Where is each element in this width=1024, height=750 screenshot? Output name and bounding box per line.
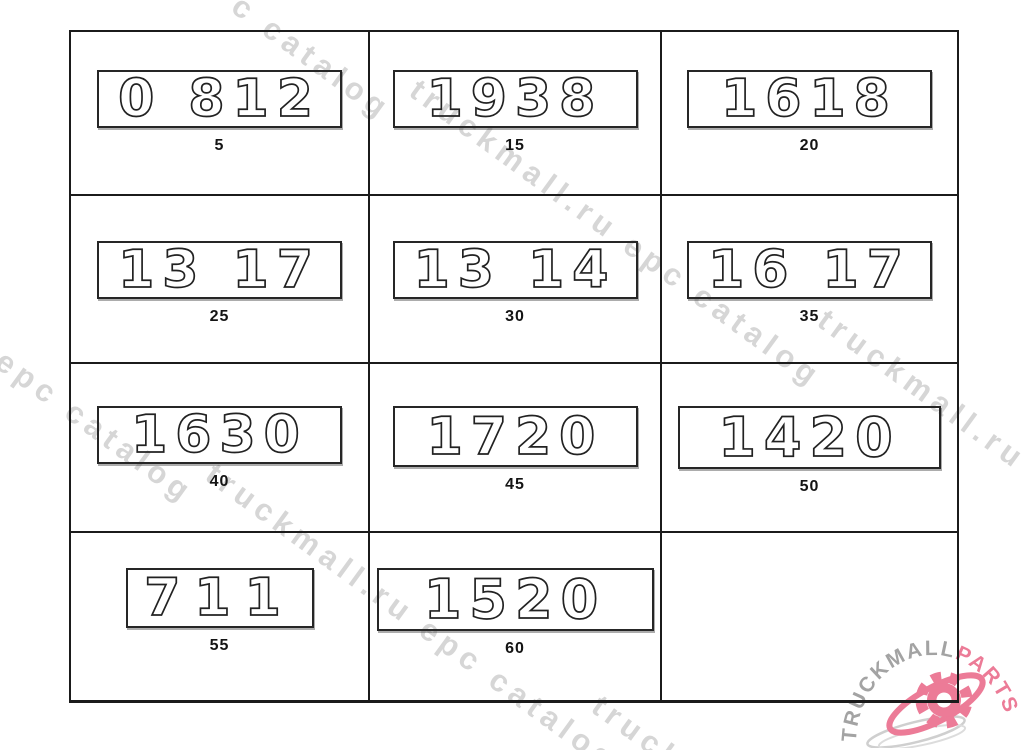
- ref-number-label: 15: [505, 137, 525, 154]
- badge-code: 13 14: [413, 240, 617, 300]
- model-badge: 1520: [376, 567, 654, 631]
- model-badge: 13 14: [392, 240, 638, 300]
- grid-cell: 13 17 25: [71, 196, 370, 364]
- badge-code: 13 17: [117, 240, 321, 300]
- ref-number-label: 35: [799, 308, 820, 325]
- grid-cell: 1618 20: [662, 32, 957, 196]
- ref-number-label: 30: [505, 308, 525, 325]
- grid-cell-empty: [662, 533, 957, 700]
- model-badge: 13 17: [97, 241, 342, 299]
- badge-code: 1420: [717, 405, 901, 469]
- grid-cell: 0 812 5: [71, 32, 370, 196]
- model-badge: 711: [125, 568, 314, 628]
- ref-number-label: 55: [209, 637, 230, 654]
- grid-cell: 1420 50: [662, 364, 957, 533]
- model-badge: 0 812: [97, 70, 342, 128]
- swoosh-gray: [866, 715, 966, 748]
- badge-code: 0 812: [117, 69, 321, 129]
- ref-number-label: 50: [799, 478, 820, 495]
- grid-cell: 1520 60: [370, 533, 662, 700]
- ref-number-label: 20: [799, 137, 820, 154]
- model-badge: 1420: [678, 406, 941, 469]
- grid-cell: 1938 15: [370, 32, 662, 196]
- ref-number-label: 45: [505, 476, 525, 493]
- model-badge: 1618: [687, 70, 932, 128]
- parts-grid: 0 812 5 1938 15 1618 20 13 17 25 13 14: [69, 30, 959, 703]
- grid-cell: 711 55: [71, 533, 370, 700]
- badge-code: 711: [143, 568, 295, 628]
- grid-cell: 16 17 35: [662, 196, 957, 364]
- truckmall-logo: TRUCKMALLPARTS: [840, 638, 1021, 748]
- model-badge: 1630: [97, 406, 342, 464]
- badge-code: 1630: [130, 405, 308, 465]
- model-badge: 16 17: [687, 241, 932, 299]
- badge-code: 1520: [423, 567, 607, 631]
- grid-cell: 13 14 30: [370, 196, 662, 364]
- ref-number-label: 25: [209, 308, 230, 325]
- ref-number-label: 5: [214, 137, 225, 154]
- ref-number-label: 60: [505, 640, 525, 657]
- model-badge: 1938: [392, 69, 638, 129]
- badge-code: 1618: [720, 69, 898, 129]
- badge-code: 1938: [426, 69, 604, 129]
- grid-cell: 1720 45: [370, 364, 662, 533]
- badge-code: 16 17: [707, 240, 911, 300]
- grid-cell: 1630 40: [71, 364, 370, 533]
- model-badge: 1720: [392, 406, 638, 467]
- ref-number-label: 40: [209, 473, 230, 490]
- badge-code: 1720: [426, 406, 604, 467]
